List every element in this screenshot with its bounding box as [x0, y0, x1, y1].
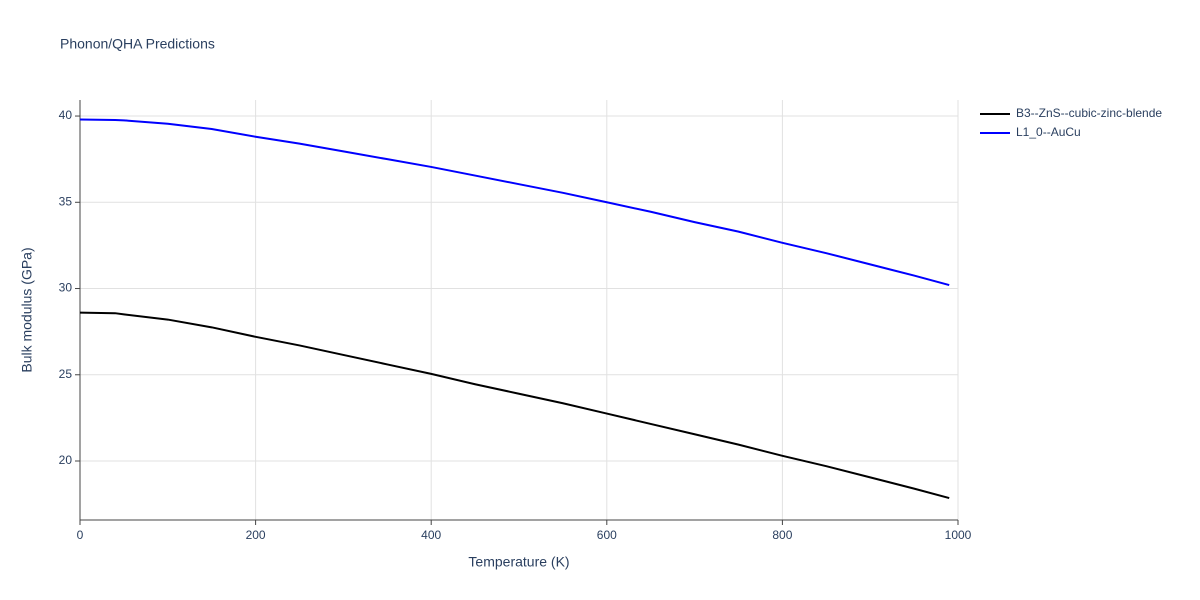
- legend-label: B3--ZnS--cubic-zinc-blende: [1016, 106, 1162, 120]
- legend-label: L1_0--AuCu: [1016, 125, 1081, 139]
- data-line: [79, 311, 950, 500]
- y-tick-label: 40: [59, 108, 73, 122]
- y-axis-label: Bulk modulus (GPa): [19, 247, 35, 372]
- data-line: [79, 118, 950, 287]
- x-tick-label: 0: [77, 528, 84, 542]
- x-tick-label: 200: [246, 528, 266, 542]
- x-tick-label: 400: [421, 528, 441, 542]
- x-tick-label: 600: [597, 528, 617, 542]
- y-tick-label: 30: [59, 281, 73, 295]
- x-axis-label: Temperature (K): [468, 554, 569, 570]
- chart-title: Phonon/QHA Predictions: [60, 36, 215, 52]
- x-tick-label: 800: [772, 528, 792, 542]
- y-tick-label: 25: [59, 367, 73, 381]
- y-tick-label: 20: [59, 453, 73, 467]
- y-tick-label: 35: [59, 194, 73, 208]
- x-tick-label: 1000: [945, 528, 972, 542]
